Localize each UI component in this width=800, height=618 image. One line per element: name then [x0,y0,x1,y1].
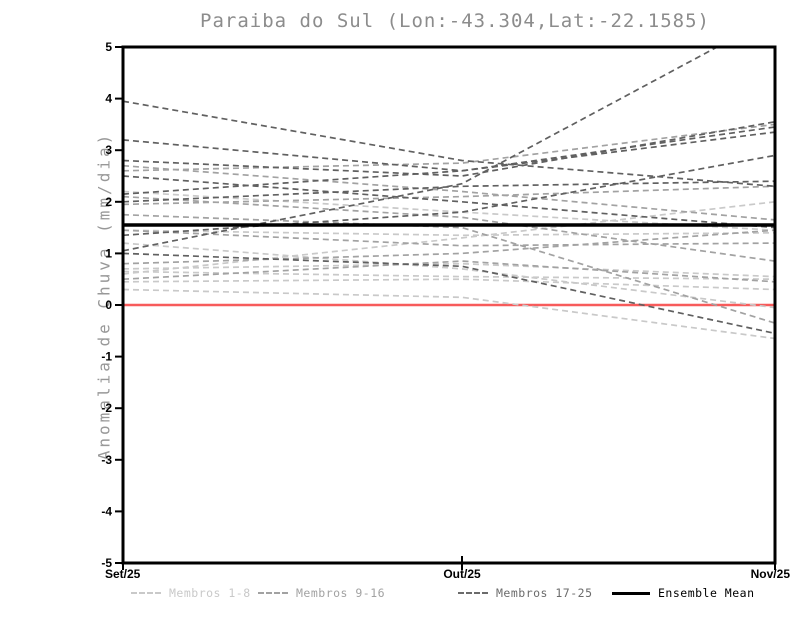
y-tick-label: 5 [105,40,112,54]
legend: Membros 1-8 Membros 9-16 Membros 17-25 E… [0,585,800,611]
x-tick-label: Nov/25 [751,567,791,581]
ensemble-member-line [123,229,775,247]
ensemble-member-line [123,195,775,262]
legend-entry-members-9-16: Membros 9-16 [258,585,385,601]
ensemble-member-line [123,252,775,335]
ensemble-member-line [123,278,775,291]
x-tick-label: Set/25 [105,567,141,581]
x-tick-label: Out/25 [443,567,481,581]
ensemble-member-line [123,229,775,265]
y-tick-label: -5 [101,556,112,570]
legend-entry-members-1-8: Membros 1-8 [131,585,251,601]
ensemble-member-line [123,120,775,177]
ensemble-member-line [123,126,775,172]
ensemble-member-line [123,100,775,188]
ensemble-member-line [123,47,719,252]
y-tick-label: 2 [105,195,112,209]
dashed-line-swatch-icon [458,592,488,594]
dashed-line-swatch-icon [131,592,161,594]
ensemble-member-line [123,190,775,232]
ensemble-member-line [123,164,775,221]
legend-label: Membros 17-25 [496,586,593,600]
ensemble-member-line [123,242,775,309]
solid-line-swatch-icon [612,591,650,595]
y-tick-label: 4 [105,92,112,106]
legend-entry-members-17-25: Membros 17-25 [458,585,593,601]
y-tick-label: 3 [105,143,112,157]
dashed-line-swatch-icon [258,592,288,594]
chart-title: Paraiba do Sul (Lon:-43.304,Lat:-22.1585… [200,10,710,32]
ensemble-member-line [123,288,775,340]
y-tick-label: -4 [101,504,112,518]
legend-label: Ensemble Mean [658,586,755,600]
ensemble-member-line [123,260,775,283]
legend-label: Membros 1-8 [169,586,251,600]
ensemble-member-line [123,180,775,203]
y-tick-label: -3 [101,453,112,467]
y-tick-label: -2 [101,401,112,415]
ensemble-member-line [123,200,775,275]
y-tick-label: 1 [105,246,112,260]
ensemble-member-line [123,123,775,172]
ensemble-member-line [123,185,775,206]
legend-label: Membros 9-16 [296,586,386,600]
ensemble-member-line [123,175,775,229]
ensemble-member-line [123,213,775,324]
ensemble-member-line [123,154,775,237]
legend-entry-ensemble-mean: Ensemble Mean [612,585,755,601]
y-tick-label: -1 [101,350,112,364]
ensemble-member-line [123,229,775,237]
y-tick-label: 0 [105,298,112,312]
ensemble-member-line [123,262,775,278]
ensemble-member-line [123,131,775,195]
